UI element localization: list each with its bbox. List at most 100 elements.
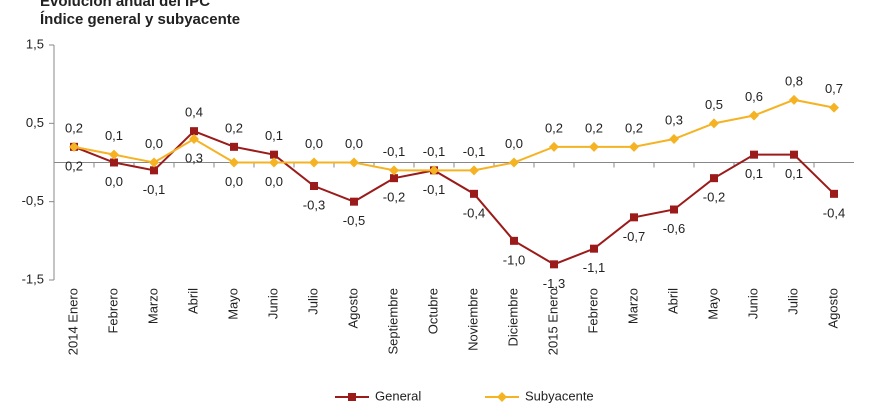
data-label: -1,0 — [503, 252, 525, 267]
point — [230, 142, 238, 151]
data-label: 0,1 — [105, 128, 123, 143]
data-label: 0,2 — [65, 158, 83, 173]
point — [310, 182, 318, 190]
x-tick-label: Mayo — [225, 288, 240, 320]
x-tick-label: Junio — [745, 288, 760, 319]
data-label: 0,3 — [185, 150, 203, 165]
data-label: -0,5 — [343, 213, 365, 228]
point — [750, 150, 758, 159]
data-label: -0,6 — [663, 221, 685, 236]
data-label: 0,2 — [65, 120, 83, 135]
x-tick-label: Marzo — [145, 288, 160, 324]
data-label: 0,4 — [185, 105, 203, 120]
point — [510, 236, 518, 245]
x-tick-label: Abril — [665, 288, 680, 314]
point — [470, 189, 478, 198]
data-label: -0,1 — [423, 182, 445, 197]
point — [109, 149, 119, 160]
x-tick-label: Agosto — [345, 288, 360, 328]
point — [150, 166, 158, 175]
legend-marker — [348, 393, 356, 401]
data-label: -0,4 — [463, 205, 485, 220]
point — [790, 150, 798, 159]
data-label: 0,0 — [265, 174, 283, 189]
point — [629, 141, 639, 152]
legend-label: Subyacente — [525, 388, 594, 403]
data-label: 0,0 — [305, 136, 323, 151]
point — [350, 197, 358, 206]
data-label: -0,4 — [823, 205, 845, 220]
point — [149, 157, 159, 168]
point — [509, 157, 519, 168]
data-label: 0,8 — [785, 73, 803, 88]
point — [270, 150, 278, 159]
data-label: -0,2 — [383, 190, 405, 205]
point — [710, 174, 718, 183]
x-tick-label: 2015 Enero — [545, 288, 560, 355]
data-label: 0,1 — [265, 128, 283, 143]
x-tick-label: Mayo — [705, 288, 720, 320]
data-label: -0,1 — [423, 144, 445, 159]
data-label: -1,3 — [543, 276, 565, 291]
point — [829, 102, 839, 113]
data-label: 0,2 — [585, 120, 603, 135]
point — [349, 157, 359, 168]
data-label: 0,2 — [225, 120, 243, 135]
data-label: 0,0 — [145, 136, 163, 151]
data-label: 0,2 — [625, 120, 643, 135]
point — [389, 165, 399, 176]
point — [589, 141, 599, 152]
data-label: -1,1 — [583, 260, 605, 275]
point — [709, 118, 719, 129]
x-tick-label: Agosto — [825, 288, 840, 328]
y-tick-label: -1,5 — [22, 271, 44, 286]
point — [669, 134, 679, 144]
point — [590, 244, 598, 253]
x-tick-label: Julio — [785, 288, 800, 315]
legend-marker — [497, 392, 507, 402]
data-label: -0,1 — [383, 144, 405, 159]
data-label: 0,3 — [665, 112, 683, 127]
point — [550, 260, 558, 269]
series-line — [73, 98, 835, 172]
data-label: 0,0 — [225, 174, 243, 189]
point — [190, 127, 198, 136]
data-label: -0,2 — [703, 190, 725, 205]
point — [789, 94, 799, 105]
data-label: 0,0 — [105, 174, 123, 189]
x-tick-label: Noviembre — [465, 288, 480, 351]
x-tick-label: Abril — [185, 288, 200, 314]
data-label: 0,0 — [345, 136, 363, 151]
x-tick-label: Junio — [265, 288, 280, 319]
data-label: 0,5 — [705, 97, 723, 112]
point — [429, 165, 439, 176]
x-tick-label: Marzo — [625, 288, 640, 324]
point — [229, 157, 239, 168]
y-tick-label: 0,5 — [26, 115, 44, 130]
x-tick-label: Julio — [305, 288, 320, 315]
chart-title: Evolución anual del IPC — [40, 0, 210, 10]
data-label: -0,1 — [463, 144, 485, 159]
x-tick-label: Octubre — [425, 288, 440, 334]
y-tick-label: -0,5 — [22, 193, 44, 208]
x-tick-label: Febrero — [585, 288, 600, 334]
data-label: -0,7 — [623, 229, 645, 244]
x-tick-label: Diciembre — [505, 288, 520, 347]
point — [110, 158, 118, 167]
data-label: 0,7 — [825, 81, 843, 96]
point — [670, 205, 678, 214]
point — [269, 157, 279, 168]
point — [549, 141, 559, 152]
series-line — [73, 130, 835, 266]
data-label: -0,3 — [303, 197, 325, 212]
x-tick-label: Septiembre — [385, 288, 400, 354]
data-label: -0,1 — [143, 182, 165, 197]
point — [830, 189, 838, 198]
point — [69, 141, 79, 152]
point — [630, 213, 638, 222]
chart-subtitle: Índice general y subyacente — [40, 11, 240, 28]
data-label: 0,6 — [745, 89, 763, 104]
data-label: 0,1 — [745, 166, 763, 181]
point — [309, 157, 319, 168]
